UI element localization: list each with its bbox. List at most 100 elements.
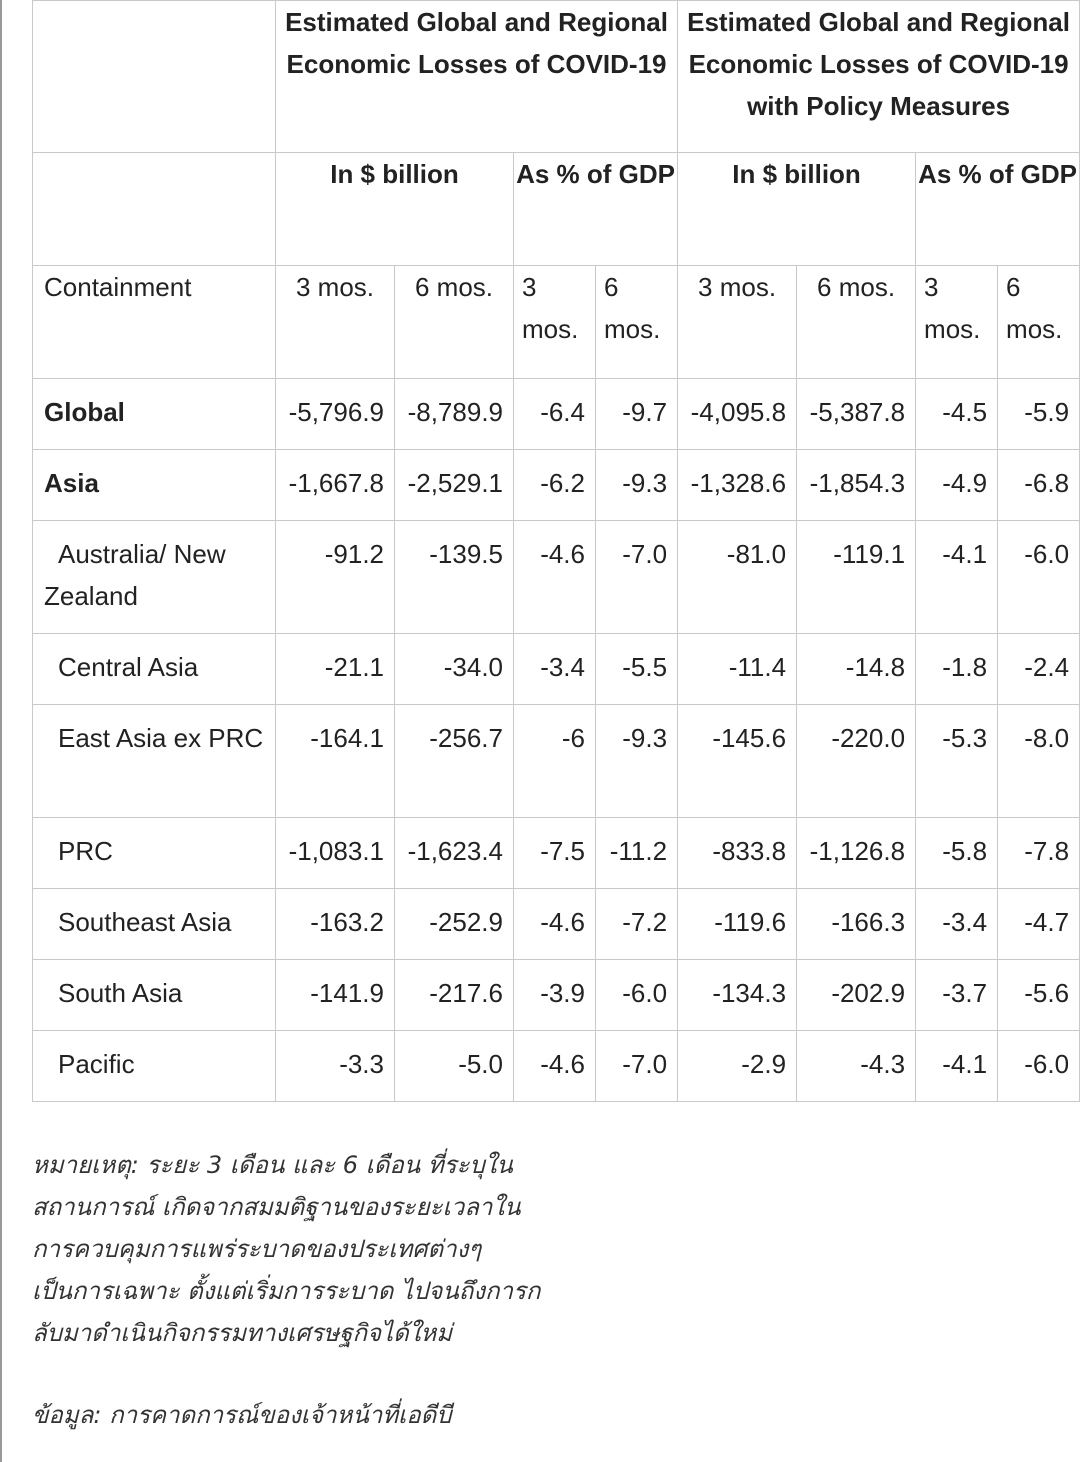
value-cell: -1,667.8 [275,449,395,521]
sub-header-row: In $ billion As % of GDP In $ billion As… [32,152,1080,266]
value-cell: -3.4 [513,633,596,705]
value-cell: -3.9 [513,959,596,1031]
footnote-line: การควบคุมการแพร่ระบาดของประเทศต่างๆ [32,1235,482,1263]
value-cell: -145.6 [677,704,798,818]
value-cell: -5,796.9 [275,378,395,450]
table-row: Global -5,796.9 -8,789.9 -6.4 -9.7 -4,095.8 -5… [32,378,1080,450]
value-cell: -21.1 [275,633,395,705]
footnote-line: เป็นการเฉพาะ ตั้งแต่เริ่มการระบาด ไปจนถึ… [32,1277,541,1305]
value-cell: -163.2 [275,888,395,960]
table-row: PRC -1,083.1 -1,623.4 -7.5 -11.2 -833.8 -1,126… [32,817,1080,889]
value-cell: -5.9 [997,378,1080,450]
covid-losses-table: Estimated Global and Regional Economic L… [32,0,1080,1102]
period-cell: 6 mos. [997,265,1080,379]
value-cell: -2.9 [677,1030,798,1102]
value-cell: -4.5 [915,378,999,450]
group-header-no-policy: Estimated Global and Regional Economic L… [274,0,679,153]
row-label: Australia/ New Zealand [32,520,276,634]
value-cell: -6.0 [997,1030,1080,1102]
value-cell: -6.0 [594,959,679,1031]
value-cell: -81.0 [677,520,798,634]
value-cell: -2,529.1 [394,449,514,521]
corner-cell-2 [32,152,276,266]
value-cell: -5.6 [997,959,1080,1031]
value-cell: -7.8 [997,817,1080,889]
row-label: Central Asia [32,633,276,705]
value-cell: -8,789.9 [394,378,514,450]
footnote-line: สถานการณ์ เกิดจากสมมติฐานของระยะเวลาใน [32,1193,521,1221]
value-cell: -4,095.8 [677,378,798,450]
value-cell: -3.7 [915,959,999,1031]
value-cell: -1,126.8 [796,817,917,889]
value-cell: -9.7 [594,378,679,450]
value-cell: -4.6 [513,888,596,960]
value-cell: -3.4 [915,888,999,960]
source-note: ข้อมูล: การคาดการณ์ของเจ้าหน้าที่เอดีบี [32,1401,452,1429]
sub-header-gdp: As % of GDP [512,152,679,266]
value-cell: -1.8 [915,633,999,705]
value-cell: -4.6 [513,1030,596,1102]
row-label: PRC [32,817,276,889]
row-label: Southeast Asia [32,888,276,960]
value-cell: -5.3 [915,704,999,818]
table-row: East Asia ex PRC -164.1 -256.7 -6 -9.3 -145.6… [32,704,1080,818]
value-cell: -4.3 [796,1030,917,1102]
value-cell: -2.4 [997,633,1080,705]
left-frame-edge [0,0,2,1462]
period-cell: 3 mos. [275,265,395,379]
value-cell: -134.3 [677,959,798,1031]
value-cell: -1,854.3 [796,449,917,521]
table-row: Central Asia -21.1 -34.0 -3.4 -5.5 -11.4 -14.8… [32,633,1080,705]
value-cell: -164.1 [275,704,395,818]
value-cell: -6.0 [997,520,1080,634]
row-label: South Asia [32,959,276,1031]
value-cell: -833.8 [677,817,798,889]
value-cell: -119.6 [677,888,798,960]
value-cell: -6.8 [997,449,1080,521]
value-cell: -5.5 [594,633,679,705]
value-cell: -4.9 [915,449,999,521]
value-cell: -6 [513,704,596,818]
value-cell: -141.9 [275,959,395,1031]
value-cell: -119.1 [796,520,917,634]
value-cell: -11.2 [594,817,679,889]
value-cell: -8.0 [997,704,1080,818]
value-cell: -4.7 [997,888,1080,960]
period-cell: 6 mos. [796,265,917,379]
value-cell: -217.6 [394,959,514,1031]
value-cell: -220.0 [796,704,917,818]
value-cell: -7.5 [513,817,596,889]
value-cell: -4.1 [915,520,999,634]
value-cell: -1,083.1 [275,817,395,889]
value-cell: -7.0 [594,520,679,634]
sub-header-gdp-policy: As % of GDP [915,152,1080,266]
value-cell: -4.1 [915,1030,999,1102]
value-cell: -256.7 [394,704,514,818]
table-row: Asia -1,667.8 -2,529.1 -6.2 -9.3 -1,328.6 -1,8… [32,449,1080,521]
value-cell: -14.8 [796,633,917,705]
value-cell: -202.9 [796,959,917,1031]
group-header-with-policy: Estimated Global and Regional Economic L… [677,0,1080,153]
table-row: South Asia -141.9 -217.6 -3.9 -6.0 -134.3 -202… [32,959,1080,1031]
value-cell: -166.3 [796,888,917,960]
sub-header-billion-policy: In $ billion [677,152,917,266]
value-cell: -7.0 [594,1030,679,1102]
period-cell: 3 mos. [915,265,999,379]
value-cell: -91.2 [275,520,395,634]
value-cell: -11.4 [677,633,798,705]
containment-label: Containment [32,265,276,379]
value-cell: -4.6 [513,520,596,634]
sub-header-billion: In $ billion [275,152,514,266]
value-cell: -6.4 [513,378,596,450]
footnote: หมายเหตุ: ระยะ 3 เดือน และ 6 เดือน ที่ระ… [32,1144,732,1354]
value-cell: -9.3 [594,449,679,521]
table-row: Pacific -3.3 -5.0 -4.6 -7.0 -2.9 -4.3 -4.1 -6.0 [32,1030,1080,1102]
value-cell: -252.9 [394,888,514,960]
value-cell: -7.2 [594,888,679,960]
footnote-line: หมายเหตุ: ระยะ 3 เดือน และ 6 เดือน ที่ระ… [32,1151,513,1179]
value-cell: -5.8 [915,817,999,889]
corner-cell [32,0,276,153]
value-cell: -6.2 [513,449,596,521]
period-cell: 6 mos. [594,265,679,379]
period-cell: 6 mos. [394,265,514,379]
